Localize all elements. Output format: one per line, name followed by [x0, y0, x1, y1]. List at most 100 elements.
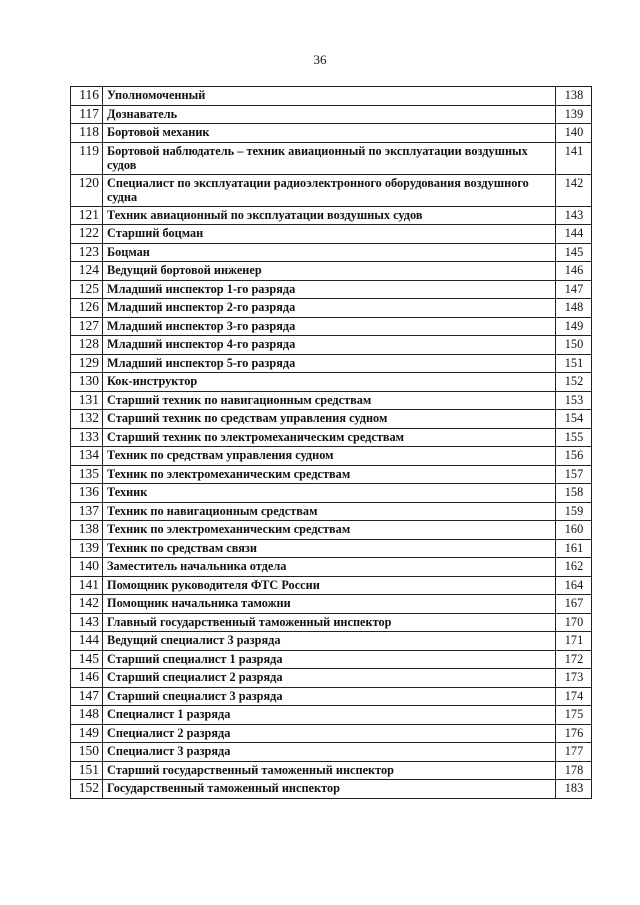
position-title: Техник [102, 483, 556, 503]
position-title: Специалист 2 разряда [102, 723, 556, 743]
table-row: 125 Младший инспектор 1-го разряда 147 [70, 279, 592, 299]
row-number: 127 [70, 316, 103, 336]
table-row: 146 Старший специалист 2 разряда 173 [70, 668, 592, 688]
page-ref: 138 [555, 86, 592, 106]
position-title: Техник по электромеханическим средствам [102, 464, 556, 484]
table-row: 139 Техник по средствам связи 161 [70, 538, 592, 558]
row-number: 117 [70, 104, 103, 124]
position-title: Специалист 1 разряда [102, 705, 556, 725]
row-number: 125 [70, 279, 103, 299]
position-title: Старший специалист 2 разряда [102, 668, 556, 688]
row-number: 134 [70, 446, 103, 466]
page-ref: 151 [555, 353, 592, 373]
row-number: 137 [70, 501, 103, 521]
position-title: Младший инспектор 1-го разряда [102, 279, 556, 299]
table-row: 132 Старший техник по средствам управлени… [70, 409, 592, 429]
row-number: 118 [70, 123, 103, 143]
page-ref: 144 [555, 224, 592, 244]
table-row: 134 Техник по средствам управления судном… [70, 446, 592, 466]
row-number: 140 [70, 557, 103, 577]
row-number: 152 [70, 779, 103, 799]
position-title: Главный государственный таможенный инспе… [102, 612, 556, 632]
page-ref: 162 [555, 557, 592, 577]
page-ref: 160 [555, 520, 592, 540]
position-title: Дознаватель [102, 104, 556, 124]
position-title: Младший инспектор 4-го разряда [102, 335, 556, 355]
position-title: Бортовой наблюдатель – техник авиационны… [102, 141, 556, 175]
row-number: 131 [70, 390, 103, 410]
row-number: 150 [70, 742, 103, 762]
page-ref: 174 [555, 686, 592, 706]
row-number: 128 [70, 335, 103, 355]
page-ref: 154 [555, 409, 592, 429]
page-ref: 152 [555, 372, 592, 392]
position-title: Кок-инструктор [102, 372, 556, 392]
position-title: Помощник руководителя ФТС России [102, 575, 556, 595]
table-row: 145 Старший специалист 1 разряда 172 [70, 649, 592, 669]
table-row: 120 Специалист по эксплуатации радиоэлект… [70, 173, 592, 207]
row-number: 136 [70, 483, 103, 503]
page-ref: 164 [555, 575, 592, 595]
row-number: 149 [70, 723, 103, 743]
page-ref: 150 [555, 335, 592, 355]
position-title: Боцман [102, 242, 556, 262]
table-row: 123 Боцман 145 [70, 242, 592, 262]
table-row: 129 Младший инспектор 5-го разряда 151 [70, 353, 592, 373]
table-row: 147 Старший специалист 3 разряда 174 [70, 686, 592, 706]
position-title: Старший специалист 3 разряда [102, 686, 556, 706]
position-title: Младший инспектор 5-го разряда [102, 353, 556, 373]
page-ref: 153 [555, 390, 592, 410]
row-number: 144 [70, 631, 103, 651]
position-title: Старший боцман [102, 224, 556, 244]
page-ref: 143 [555, 205, 592, 225]
table-row: 128 Младший инспектор 4-го разряда 150 [70, 335, 592, 355]
position-title: Старший техник по средствам управления с… [102, 409, 556, 429]
table-row: 121 Техник авиационный по эксплуатации во… [70, 205, 592, 225]
row-number: 123 [70, 242, 103, 262]
row-number: 142 [70, 594, 103, 614]
row-number: 120 [70, 173, 103, 207]
position-title: Техник авиационный по эксплуатации возду… [102, 205, 556, 225]
position-title: Старший техник по электромеханическим ср… [102, 427, 556, 447]
table-row: 117 Дознаватель 139 [70, 104, 592, 124]
page-ref: 183 [555, 779, 592, 799]
table-row: 141 Помощник руководителя ФТС России 164 [70, 575, 592, 595]
table-row: 137 Техник по навигационным средствам 159 [70, 501, 592, 521]
page-ref: 175 [555, 705, 592, 725]
table-row: 151 Старший государственный таможенный ин… [70, 760, 592, 780]
table-row: 144 Ведущий специалист 3 разряда 171 [70, 631, 592, 651]
table-row: 130 Кок-инструктор 152 [70, 372, 592, 392]
position-title: Ведущий бортовой инженер [102, 261, 556, 281]
table-row: 136 Техник 158 [70, 483, 592, 503]
row-number: 119 [70, 141, 103, 175]
row-number: 147 [70, 686, 103, 706]
table-row: 135 Техник по электромеханическим средств… [70, 464, 592, 484]
page-ref: 170 [555, 612, 592, 632]
position-title: Помощник начальника таможни [102, 594, 556, 614]
page-ref: 145 [555, 242, 592, 262]
table-row: 122 Старший боцман 144 [70, 224, 592, 244]
row-number: 148 [70, 705, 103, 725]
page-ref: 171 [555, 631, 592, 651]
position-title: Бортовой механик [102, 123, 556, 143]
page-ref: 172 [555, 649, 592, 669]
position-title: Старший государственный таможенный инспе… [102, 760, 556, 780]
page-ref: 155 [555, 427, 592, 447]
table-row: 148 Специалист 1 разряда 175 [70, 705, 592, 725]
row-number: 124 [70, 261, 103, 281]
table-row: 149 Специалист 2 разряда 176 [70, 723, 592, 743]
table-row: 140 Заместитель начальника отдела 162 [70, 557, 592, 577]
page-number: 36 [313, 52, 327, 67]
position-title: Старший техник по навигационным средства… [102, 390, 556, 410]
table-row: 116 Уполномоченный 138 [70, 86, 592, 106]
position-title: Государственный таможенный инспектор [102, 779, 556, 799]
row-number: 129 [70, 353, 103, 373]
page-ref: 139 [555, 104, 592, 124]
position-title: Техник по средствам управления судном [102, 446, 556, 466]
page-ref: 148 [555, 298, 592, 318]
row-number: 133 [70, 427, 103, 447]
row-number: 151 [70, 760, 103, 780]
row-number: 141 [70, 575, 103, 595]
table-row: 133 Старший техник по электромеханическим… [70, 427, 592, 447]
row-number: 145 [70, 649, 103, 669]
